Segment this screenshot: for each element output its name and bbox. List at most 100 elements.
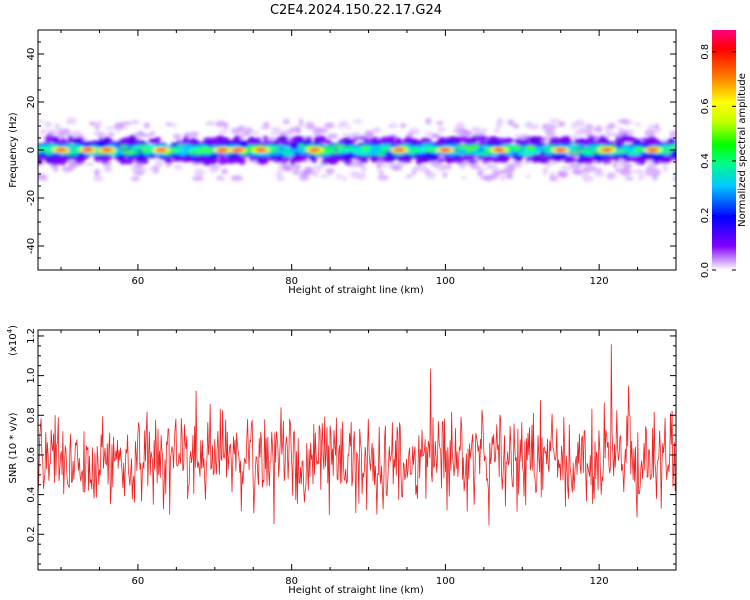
y-tick-label: 20 [26, 96, 37, 109]
band-streak [246, 146, 254, 151]
band-speck [192, 175, 204, 182]
band-cell [222, 157, 230, 164]
band-speck [240, 134, 245, 142]
band-speck [85, 162, 94, 167]
band-speck [478, 168, 488, 172]
band-streak [579, 147, 591, 153]
band-cell [489, 155, 494, 161]
band-speck [169, 123, 178, 128]
band-speck [221, 176, 226, 181]
band-speck [437, 126, 446, 133]
x-tick-label: 80 [285, 276, 298, 287]
band-speck [654, 123, 660, 129]
band-streak [569, 149, 583, 155]
band-cell [445, 159, 453, 164]
band-streak [297, 144, 305, 149]
hotspot-inner [218, 148, 227, 152]
band-cell [176, 157, 184, 162]
band-speck [150, 131, 156, 137]
band-speck [557, 170, 563, 178]
band-speck [512, 123, 520, 129]
band-speck [324, 122, 335, 129]
x-tick-label: 100 [436, 276, 455, 287]
y-tick-label: 0.6 [26, 447, 37, 463]
band-cell [416, 158, 422, 164]
y-tick-label: -40 [26, 238, 37, 254]
band-speck [432, 134, 439, 139]
band-speck [477, 171, 484, 176]
band-speck [644, 168, 656, 176]
band-streak [271, 150, 284, 155]
band-cell [339, 157, 350, 162]
hotspot-inner [648, 148, 657, 152]
band-streak [504, 152, 519, 155]
band-streak [188, 146, 200, 151]
band-speck [68, 161, 78, 169]
band-speck [425, 170, 431, 174]
band-speck [104, 126, 117, 130]
band-streak [524, 145, 538, 150]
band-streak [183, 146, 191, 152]
band-core [632, 142, 642, 146]
band-speck [461, 176, 467, 180]
band-speck [495, 121, 502, 130]
band-speck [352, 119, 364, 124]
y-tick-label: 1.2 [26, 328, 37, 344]
band-cell [294, 135, 300, 141]
band-speck [400, 123, 406, 129]
band-core [328, 153, 341, 159]
y-tick-label: 0 [26, 147, 37, 153]
band-cell [455, 158, 464, 164]
band-streak [429, 146, 437, 150]
band-speck [669, 130, 676, 137]
band-speck [549, 175, 558, 182]
band-cell [304, 136, 312, 141]
band-speck [93, 175, 104, 182]
band-speck [574, 129, 585, 136]
band-speck [242, 128, 249, 134]
snr-y-ticks: 0.2 0.4 0.6 0.8 1.0 1.2 [26, 328, 676, 565]
band-cell [253, 140, 263, 146]
band-speck [458, 163, 466, 170]
band-speck [408, 127, 420, 135]
band-cell [602, 160, 612, 164]
band-speck [662, 164, 669, 172]
band-streak [121, 150, 134, 155]
band-core [305, 142, 313, 146]
band-cell [371, 136, 378, 143]
band-cell [549, 136, 560, 142]
band-speck [216, 175, 223, 181]
band-cell [52, 158, 61, 166]
band-speck [141, 133, 152, 138]
band-speck [133, 170, 144, 176]
band-cell [352, 136, 359, 142]
hotspot-inner [395, 148, 404, 152]
band-speck [221, 168, 228, 175]
hotspot-inner [495, 148, 504, 152]
snr-scale-note: (x104) [6, 325, 19, 356]
band-speck [38, 173, 47, 181]
band-speck [345, 125, 352, 130]
band-streak [418, 147, 427, 153]
band-speck [560, 165, 572, 171]
band-speck [617, 119, 629, 124]
band-streak [42, 145, 52, 150]
band-cell [124, 158, 135, 165]
band-speck [505, 163, 516, 172]
band-streak [140, 147, 147, 153]
band-speck [575, 170, 581, 176]
band-speck [38, 119, 45, 124]
band-streak [130, 146, 143, 150]
band-speck [616, 127, 624, 131]
band-speck [342, 132, 348, 136]
band-cell [528, 139, 538, 144]
hotspot-inner [156, 148, 165, 152]
band-streak [636, 148, 644, 153]
band-streak [454, 151, 461, 155]
band-streak [206, 150, 213, 155]
band-cell [330, 157, 338, 165]
band-speck [97, 120, 102, 127]
band-speck [292, 163, 302, 171]
hotspot-inner [441, 148, 450, 152]
colorbar-tick-label: 0.8 [700, 44, 711, 60]
